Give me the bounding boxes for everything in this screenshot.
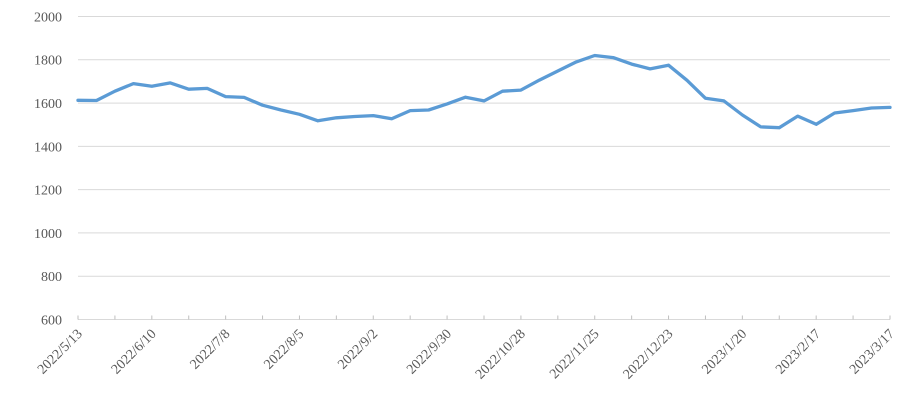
x-axis-tick-label: 2022/10/28 [473, 327, 529, 383]
data-series-line [76, 53, 892, 130]
x-axis-tick-label: 2022/6/10 [109, 327, 160, 378]
x-axis-tick-label: 2023/3/17 [847, 327, 898, 378]
x-axis-tick-label: 2022/11/25 [547, 327, 602, 382]
x-axis-tick-label: 2022/9/2 [335, 327, 381, 373]
y-axis-tick-label: 800 [41, 270, 62, 285]
y-axis-tick-label: 600 [41, 313, 62, 328]
x-axis-tick-label: 2022/5/13 [35, 327, 86, 378]
x-axis-tick-label: 2022/12/23 [621, 327, 677, 383]
x-axis-tick-label: 2022/8/5 [261, 327, 307, 373]
x-axis-tick-label: 2023/2/17 [773, 327, 824, 378]
y-axis-tick-label: 1600 [34, 97, 62, 112]
y-axis-tick-label: 1000 [34, 227, 62, 242]
y-axis-tick-label: 1800 [34, 54, 62, 69]
x-axis-tick-label: 2023/1/20 [699, 327, 750, 378]
y-axis-tick-label: 1200 [34, 184, 62, 199]
x-axis-tick-label: 2022/9/30 [404, 327, 455, 378]
y-axis-tick-label: 2000 [34, 10, 62, 25]
x-axis-tick-label: 2022/7/8 [188, 327, 234, 373]
y-axis-tick-label: 1400 [34, 140, 62, 155]
